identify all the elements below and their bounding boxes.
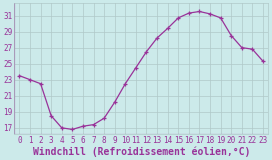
X-axis label: Windchill (Refroidissement éolien,°C): Windchill (Refroidissement éolien,°C) (33, 146, 250, 156)
